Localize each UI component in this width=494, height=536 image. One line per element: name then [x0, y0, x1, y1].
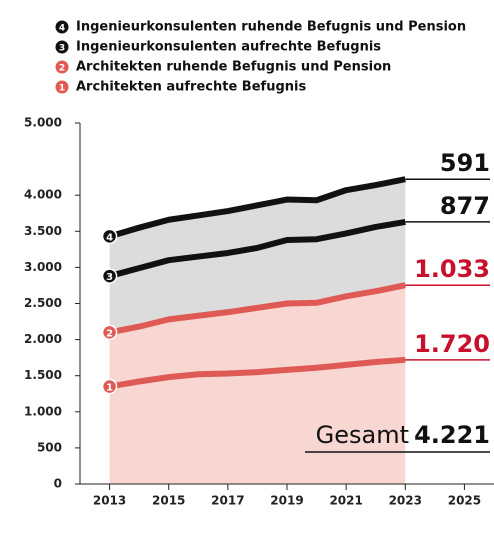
legend: 4 Ingenieurkonsulenten ruhende Befugnis u… — [55, 20, 466, 95]
x-tick-label: 2019 — [270, 494, 303, 508]
series-marker — [101, 324, 118, 341]
legend-marker — [55, 40, 69, 54]
legend-marker-label: 1 — [59, 84, 65, 94]
area — [109, 179, 406, 277]
total-value: 4.221 — [414, 421, 490, 449]
legend-marker — [55, 60, 69, 74]
y-tick-label: 2.000 — [24, 332, 62, 346]
legend-marker-label: 3 — [59, 44, 65, 54]
y-tick-label: 4.000 — [24, 188, 62, 202]
area — [109, 221, 406, 333]
y-tick-label: 2.500 — [24, 296, 62, 310]
legend-marker-label: 2 — [59, 64, 65, 74]
series-line — [108, 282, 406, 336]
x-tick-label: 2025 — [448, 494, 481, 508]
y-tick-label: 5.000 — [24, 116, 62, 130]
y-tick-label: 0 — [54, 477, 62, 491]
areas — [109, 179, 406, 484]
end-label: 1.033 — [414, 255, 490, 283]
legend-label: Architekten ruhende Befugnis und Pension — [76, 60, 391, 75]
series-marker-label: 4 — [106, 232, 113, 243]
series-marker — [101, 268, 118, 284]
series-line — [108, 176, 406, 240]
legend-marker-label: 4 — [59, 24, 65, 34]
x-tick-label: 2013 — [93, 494, 126, 508]
end-label: 591 — [440, 149, 490, 177]
series-line — [109, 356, 406, 390]
series-marker — [101, 378, 118, 395]
y-tick-label: 1.000 — [24, 404, 62, 418]
legend-marker — [55, 20, 69, 34]
x-tick-label: 2017 — [211, 494, 244, 508]
series-marker-label: 1 — [106, 383, 113, 394]
legend-label: Ingenieurkonsulenten ruhende Befugnis un… — [76, 20, 466, 35]
y-tick-label: 1.500 — [24, 368, 62, 382]
legend-label: Ingenieurkonsulenten aufrechte Befugnis — [76, 40, 381, 55]
series-marker-label: 3 — [106, 272, 113, 283]
end-label: 877 — [440, 192, 490, 220]
y-tick-label: 500 — [37, 440, 62, 454]
x-tick-label: 2021 — [329, 494, 362, 508]
series-marker-label: 2 — [106, 328, 113, 339]
legend-marker — [55, 80, 69, 94]
x-tick-label: 2023 — [389, 494, 422, 508]
series-marker — [101, 228, 118, 245]
total-label: Gesamt — [316, 421, 409, 449]
area — [109, 285, 406, 387]
end-label: 1.720 — [414, 330, 490, 358]
series-line — [108, 218, 406, 279]
y-tick-label: 3.500 — [24, 224, 62, 238]
y-tick-label: 3.000 — [24, 260, 62, 274]
area — [109, 359, 406, 484]
x-tick-label: 2015 — [152, 494, 185, 508]
legend-label: Architekten aufrechte Befugnis — [76, 80, 306, 95]
